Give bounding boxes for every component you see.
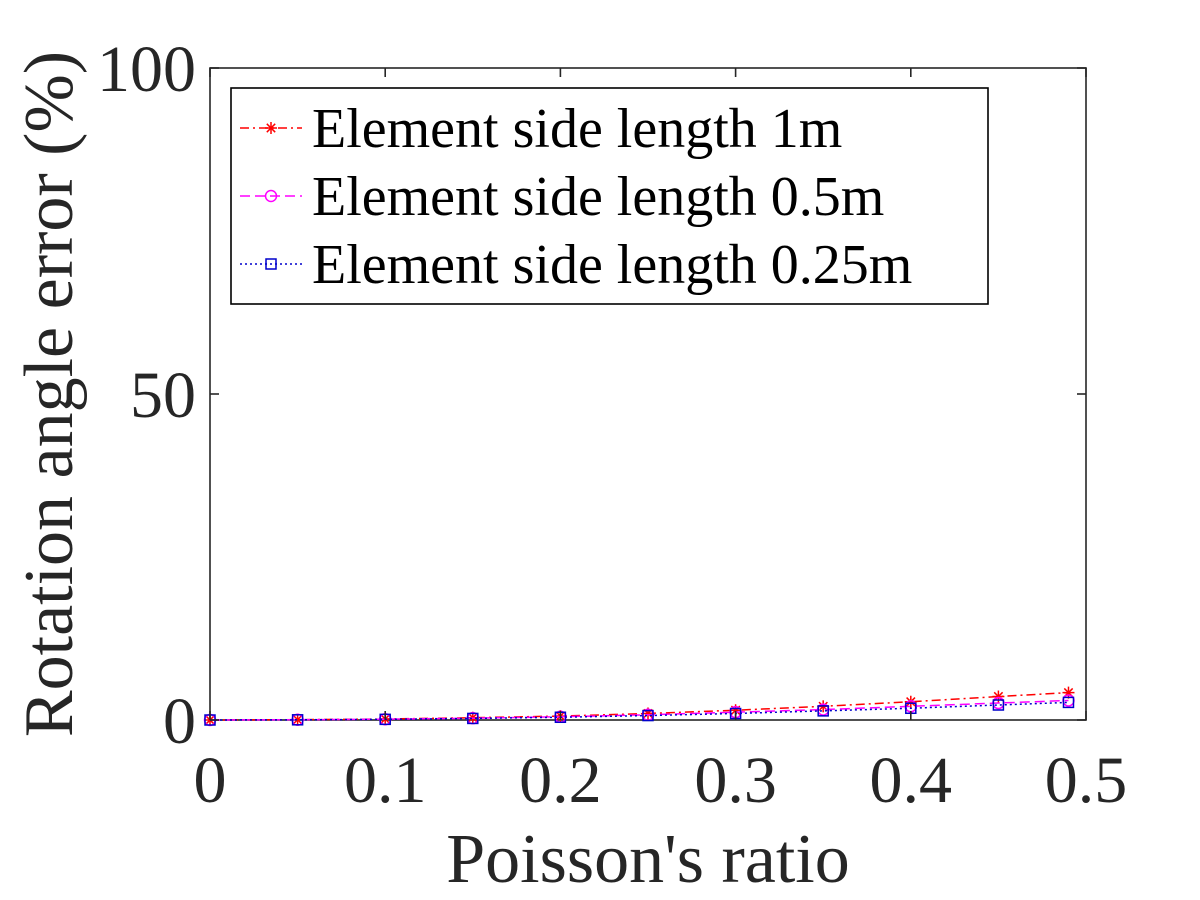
y-tick-label-2: 100	[97, 33, 196, 106]
series-2-point-9	[992, 699, 1005, 711]
series-line-2	[209, 701, 1069, 721]
series-2-point-10	[1062, 696, 1075, 709]
series-2-point-3	[467, 712, 479, 725]
series-2-point-5	[642, 709, 654, 722]
y-tick-label-0: 0	[163, 685, 196, 758]
series-line-1	[209, 699, 1069, 721]
legend-label-1: Element side length 0.5m	[312, 166, 884, 228]
series-2-point-7	[817, 705, 829, 717]
y-tick-label-1: 50	[130, 359, 196, 432]
y-axis-label: Rotation angle error (%)	[11, 51, 88, 737]
x-axis-label: Poisson's ratio	[446, 821, 850, 898]
x-tick-label-1: 0.1	[344, 744, 427, 817]
legend-marker-1	[264, 189, 278, 203]
legend-box	[230, 87, 989, 305]
legend-label-0: Element side length 1m	[312, 98, 842, 160]
x-tick-label-2: 0.2	[519, 744, 602, 817]
x-tick-label-4: 0.4	[870, 744, 953, 817]
legend-marker-2	[265, 258, 277, 270]
ticks-layer: 0 0.1 0.2 0.3 0.4 0.5 0 50 100	[97, 33, 1127, 817]
legend-marker-0	[265, 122, 277, 134]
series-2-point-1	[291, 714, 304, 726]
x-tick-label-5: 0.5	[1045, 744, 1128, 817]
x-tick-label-3: 0.3	[694, 744, 777, 817]
legend-label-2: Element side length 0.25m	[312, 234, 912, 296]
x-tick-label-0: 0	[194, 744, 227, 817]
